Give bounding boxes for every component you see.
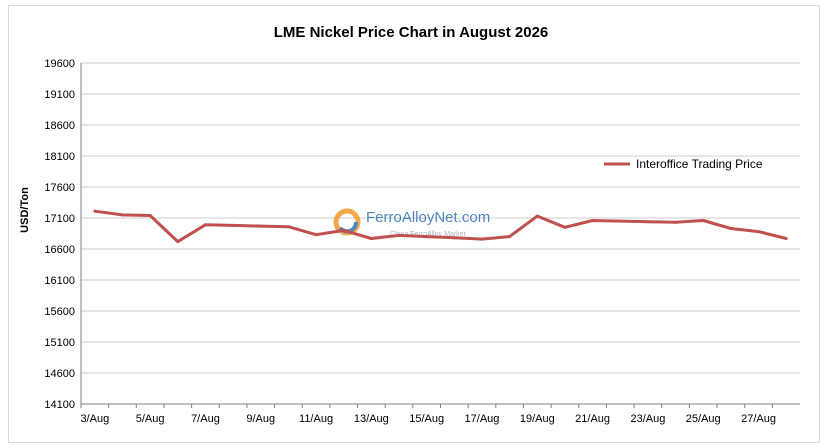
- data-point: [203, 223, 207, 227]
- x-tick-label: 23/Aug: [630, 413, 665, 425]
- y-axis-ticks: 14100 14600 15100 15600 16100 16600 17100 17600…: [44, 58, 75, 411]
- series-line: [94, 209, 787, 244]
- x-tick-label: 15/Aug: [409, 413, 444, 425]
- data-point: [231, 223, 235, 227]
- data-point: [120, 213, 124, 217]
- data-point: [286, 225, 290, 229]
- x-tick-label: 19/Aug: [520, 413, 555, 425]
- y-tick-label: 19100: [44, 89, 75, 101]
- y-tick-label: 15100: [44, 337, 75, 349]
- y-tick-label: 16600: [44, 244, 75, 256]
- data-point: [701, 218, 705, 222]
- data-point: [508, 235, 512, 239]
- data-point: [646, 220, 650, 224]
- y-tick-label: 14100: [44, 399, 75, 411]
- y-tick-label: 14600: [44, 368, 75, 380]
- data-point: [425, 235, 429, 239]
- grid-lines: [80, 62, 800, 405]
- data-point: [757, 230, 761, 234]
- legend: Interoffice Trading Price: [604, 157, 763, 171]
- y-tick-label: 15600: [44, 306, 75, 318]
- x-tick-label: 27/Aug: [741, 413, 776, 425]
- y-tick-label: 17100: [44, 213, 75, 225]
- y-tick-label: 19600: [44, 58, 75, 70]
- x-tick-label: 9/Aug: [246, 413, 275, 425]
- legend-label: Interoffice Trading Price: [636, 157, 763, 171]
- data-point: [452, 236, 456, 240]
- data-point: [342, 228, 346, 232]
- watermark-sub: China FerroAlloy Market: [390, 231, 466, 238]
- data-point: [480, 237, 484, 241]
- chart-frame: [8, 5, 820, 443]
- x-tick-label: 25/Aug: [686, 413, 721, 425]
- x-tick-label: 17/Aug: [465, 413, 500, 425]
- data-point: [535, 214, 539, 218]
- data-point: [618, 219, 622, 223]
- data-point: [563, 225, 567, 229]
- y-tick-label: 18100: [44, 151, 75, 163]
- data-point: [784, 236, 788, 240]
- x-tick-label: 11/Aug: [299, 413, 333, 425]
- watermark-name: FerroAlloyNet.com: [366, 209, 490, 226]
- chart-title: LME Nickel Price Chart in August 2026: [274, 24, 549, 41]
- data-point: [369, 236, 373, 240]
- y-axis-label: USD/Ton: [19, 187, 31, 233]
- x-tick-label: 21/Aug: [575, 413, 610, 425]
- y-tick-label: 18600: [44, 120, 75, 132]
- x-tick-label: 3/Aug: [80, 413, 109, 425]
- data-point: [314, 233, 318, 237]
- y-tick-label: 16100: [44, 275, 75, 287]
- x-axis-ticks: 3/Aug 5/Aug 7/Aug 9/Aug 11/Aug 13/Aug 15/Aug 17…: [80, 404, 776, 425]
- x-tick-label: 7/Aug: [191, 413, 220, 425]
- data-point: [397, 233, 401, 237]
- data-point: [259, 224, 263, 228]
- data-point: [93, 209, 97, 213]
- x-tick-label: 5/Aug: [136, 413, 165, 425]
- data-point: [674, 220, 678, 224]
- series-layer: [93, 209, 788, 244]
- data-point: [148, 214, 152, 218]
- data-point: [591, 218, 595, 222]
- x-tick-label: 13/Aug: [354, 413, 389, 425]
- y-tick-label: 17600: [44, 182, 75, 194]
- data-point: [176, 240, 180, 244]
- data-point: [729, 227, 733, 231]
